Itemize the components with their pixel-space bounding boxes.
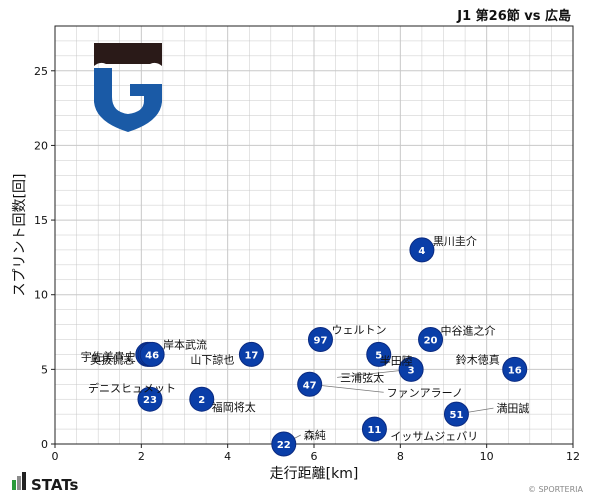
data-point: 23 bbox=[137, 386, 163, 412]
data-point: 47 bbox=[297, 371, 323, 397]
player-number-label: 97 bbox=[314, 336, 328, 347]
data-point: 11 bbox=[361, 416, 387, 442]
data-point-marker bbox=[502, 356, 528, 382]
stats-brand-text: STATs bbox=[31, 476, 79, 494]
player-name-label: 三浦弦太 bbox=[340, 370, 384, 384]
data-point-marker bbox=[297, 371, 323, 397]
data-point: 20 bbox=[418, 327, 444, 352]
player-number-label: 22 bbox=[277, 440, 291, 451]
stats-logo-bar-green bbox=[12, 480, 16, 490]
data-point-marker bbox=[189, 386, 215, 412]
player-name-label: 中谷進之介 bbox=[441, 324, 496, 338]
data-point: 16 bbox=[502, 356, 528, 382]
crest-shield bbox=[94, 68, 162, 132]
y-tick-label: 5 bbox=[41, 363, 48, 376]
y-tick-label: 10 bbox=[34, 289, 48, 302]
data-point: 22 bbox=[271, 431, 297, 457]
match-title: J1 第26節 vs 広島 bbox=[456, 8, 571, 24]
data-point: 2 bbox=[189, 386, 215, 412]
x-tick-label: 6 bbox=[311, 450, 318, 463]
y-tick-label: 0 bbox=[41, 438, 48, 451]
player-number-label: 51 bbox=[449, 410, 463, 421]
data-point-marker bbox=[361, 416, 387, 442]
x-tick-label: 12 bbox=[566, 450, 580, 463]
x-axis-label: 走行距離[km] bbox=[270, 465, 359, 482]
x-axis-ticks: 0 2 4 6 8 10 12 bbox=[52, 444, 580, 463]
player-number-label: 23 bbox=[143, 395, 157, 406]
player-number-label: 20 bbox=[424, 336, 438, 347]
data-points: 4972039164617531647232511122 bbox=[135, 237, 528, 457]
y-tick-label: 20 bbox=[34, 139, 48, 152]
data-point-marker bbox=[238, 341, 264, 367]
player-name-label: 山下諒也 bbox=[190, 352, 234, 366]
data-point-marker bbox=[366, 341, 392, 367]
player-name-label: ファンアラーノ bbox=[387, 386, 463, 399]
data-point: 97 bbox=[307, 327, 333, 352]
stats-logo: STATs bbox=[12, 472, 79, 494]
player-number-label: 46 bbox=[145, 350, 159, 361]
player-number-label: 2 bbox=[198, 395, 205, 406]
player-name-label: イッサムジェバリ bbox=[390, 430, 478, 443]
player-number-label: 4 bbox=[418, 246, 425, 257]
data-point-marker bbox=[409, 237, 435, 263]
data-point-marker bbox=[139, 341, 165, 367]
stats-logo-bar-dark bbox=[22, 472, 26, 490]
data-point: 46 bbox=[139, 341, 165, 367]
player-name-label: 鈴木徳真 bbox=[456, 352, 500, 366]
stats-logo-bar-gray bbox=[17, 476, 21, 490]
player-name-label: 満田誠 bbox=[496, 402, 529, 415]
player-name-label: 岸本武流 bbox=[163, 337, 207, 351]
player-name-label: 黒川圭介 bbox=[433, 235, 477, 248]
credit-text: © SPORTERIA bbox=[528, 485, 584, 494]
player-name-label: ウェルトン bbox=[331, 324, 386, 337]
x-tick-label: 2 bbox=[138, 450, 145, 463]
x-tick-label: 8 bbox=[397, 450, 404, 463]
player-name-label: 森純 bbox=[304, 428, 326, 442]
data-point-marker bbox=[398, 356, 424, 382]
data-point-marker bbox=[137, 386, 163, 412]
player-name-label: 奥抜侃志 bbox=[90, 352, 134, 366]
player-name-label: 福岡将太 bbox=[212, 400, 256, 414]
data-point: 17 bbox=[238, 341, 264, 367]
data-point: 4 bbox=[409, 237, 435, 263]
y-axis-label: スプリント回数[回] bbox=[12, 174, 28, 297]
y-tick-label: 25 bbox=[34, 65, 48, 78]
player-name-label: 半田陸 bbox=[380, 353, 413, 367]
data-point-marker bbox=[307, 327, 333, 352]
data-point-marker bbox=[418, 327, 444, 352]
data-point-marker bbox=[443, 401, 469, 427]
player-number-label: 17 bbox=[244, 350, 258, 361]
data-point: 51 bbox=[443, 401, 469, 427]
y-tick-label: 15 bbox=[34, 214, 48, 227]
player-number-label: 16 bbox=[508, 365, 522, 376]
data-point-marker bbox=[271, 431, 297, 457]
data-point: 5 bbox=[366, 341, 392, 367]
y-axis-ticks: 0 5 10 15 20 25 bbox=[34, 65, 55, 451]
x-tick-label: 10 bbox=[480, 450, 494, 463]
x-tick-label: 4 bbox=[224, 450, 231, 463]
player-name-label: 宇佐美貴史 bbox=[81, 349, 136, 363]
crest-top-band bbox=[94, 43, 162, 66]
club-crest-icon bbox=[94, 43, 162, 132]
player-number-label: 47 bbox=[303, 380, 317, 391]
player-number-label: 11 bbox=[367, 425, 381, 436]
x-tick-label: 0 bbox=[52, 450, 59, 463]
player-number-label: 5 bbox=[375, 350, 382, 361]
player-number-label: 3 bbox=[408, 365, 415, 376]
data-point: 3 bbox=[398, 356, 424, 382]
player-name-label: デニスヒュメット bbox=[88, 381, 176, 395]
